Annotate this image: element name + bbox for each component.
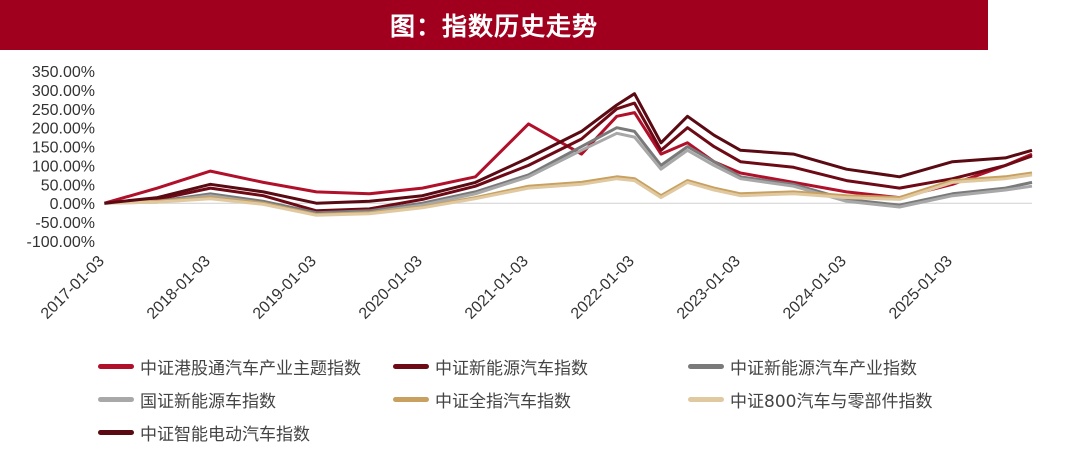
legend-item: 中证新能源汽车指数 [393,350,588,382]
x-tick-label: 2021-01-03 [462,253,532,323]
legend-label: 中证港股通汽车产业主题指数 [140,358,361,379]
line-chart: 350.00% 300.00% 250.00% 200.00% 150.00%100.0… [27,64,1033,323]
x-tick-label: 2024-01-03 [780,253,850,323]
legend-swatch [98,363,134,369]
y-tick-label: 50.00% [41,177,95,194]
legend-swatch [393,363,429,369]
y-tick-label: -50.00% [35,215,95,232]
x-tick-label: 2019-01-03 [250,253,320,323]
series-line-1 [104,101,1033,213]
series-line-5 [104,173,1033,217]
series-line-0 [103,111,1033,205]
y-tick-label: 350.00% [32,64,95,81]
legend-label: 中证800汽车与零部件指数 [730,391,933,412]
legend-label: 中证新能源汽车指数 [435,358,588,379]
x-tick-label: 2017-01-03 [38,253,108,323]
x-tick-label: 2022-01-03 [568,253,638,323]
chart-legend: 中证港股通汽车产业主题指数 中证新能源汽车指数 中证新能源汽车产业指数国证新能源车指… [98,350,998,455]
legend-item: 中证全指汽车指数 [393,383,571,415]
series-line-6 [104,92,1033,205]
y-tick-label: 200.00% [32,121,95,138]
legend-swatch [98,396,134,402]
legend-swatch [98,429,134,435]
legend-label: 中证智能电动汽车指数 [140,424,310,445]
legend-item: 中证800汽车与零部件指数 [688,383,932,415]
title-banner: 图：指数历史走势 [0,0,988,50]
legend-item: 国证新能源车指数 [98,383,276,415]
legend-label: 中证新能源汽车产业指数 [730,358,917,379]
y-tick-label: 0.00% [50,196,95,213]
chart-title: 图：指数历史走势 [389,12,598,41]
legend-label: 中证全指汽车指数 [435,391,571,412]
y-tick-label: 300.00% [32,83,95,100]
y-tick-label: -100.00% [27,234,96,251]
legend-swatch [688,363,724,369]
legend-item: 中证港股通汽车产业主题指数 [98,350,361,382]
y-tick-label: 150.00% [32,140,95,157]
legend-swatch [688,396,724,402]
x-tick-label: 2020-01-03 [356,253,426,323]
x-tick-label: 2023-01-03 [674,253,744,323]
legend-item: 中证智能电动汽车指数 [98,416,310,448]
legend-item: 中证新能源汽车产业指数 [688,350,917,382]
y-tick-label: 250.00% [32,102,95,119]
x-tick-label: 2018-01-03 [144,253,214,323]
legend-swatch [393,396,429,402]
legend-label: 国证新能源车指数 [140,391,276,412]
series-line-2 [104,126,1033,215]
x-tick-label: 2025-01-03 [886,253,956,323]
y-tick-label: 100.00% [32,158,95,175]
